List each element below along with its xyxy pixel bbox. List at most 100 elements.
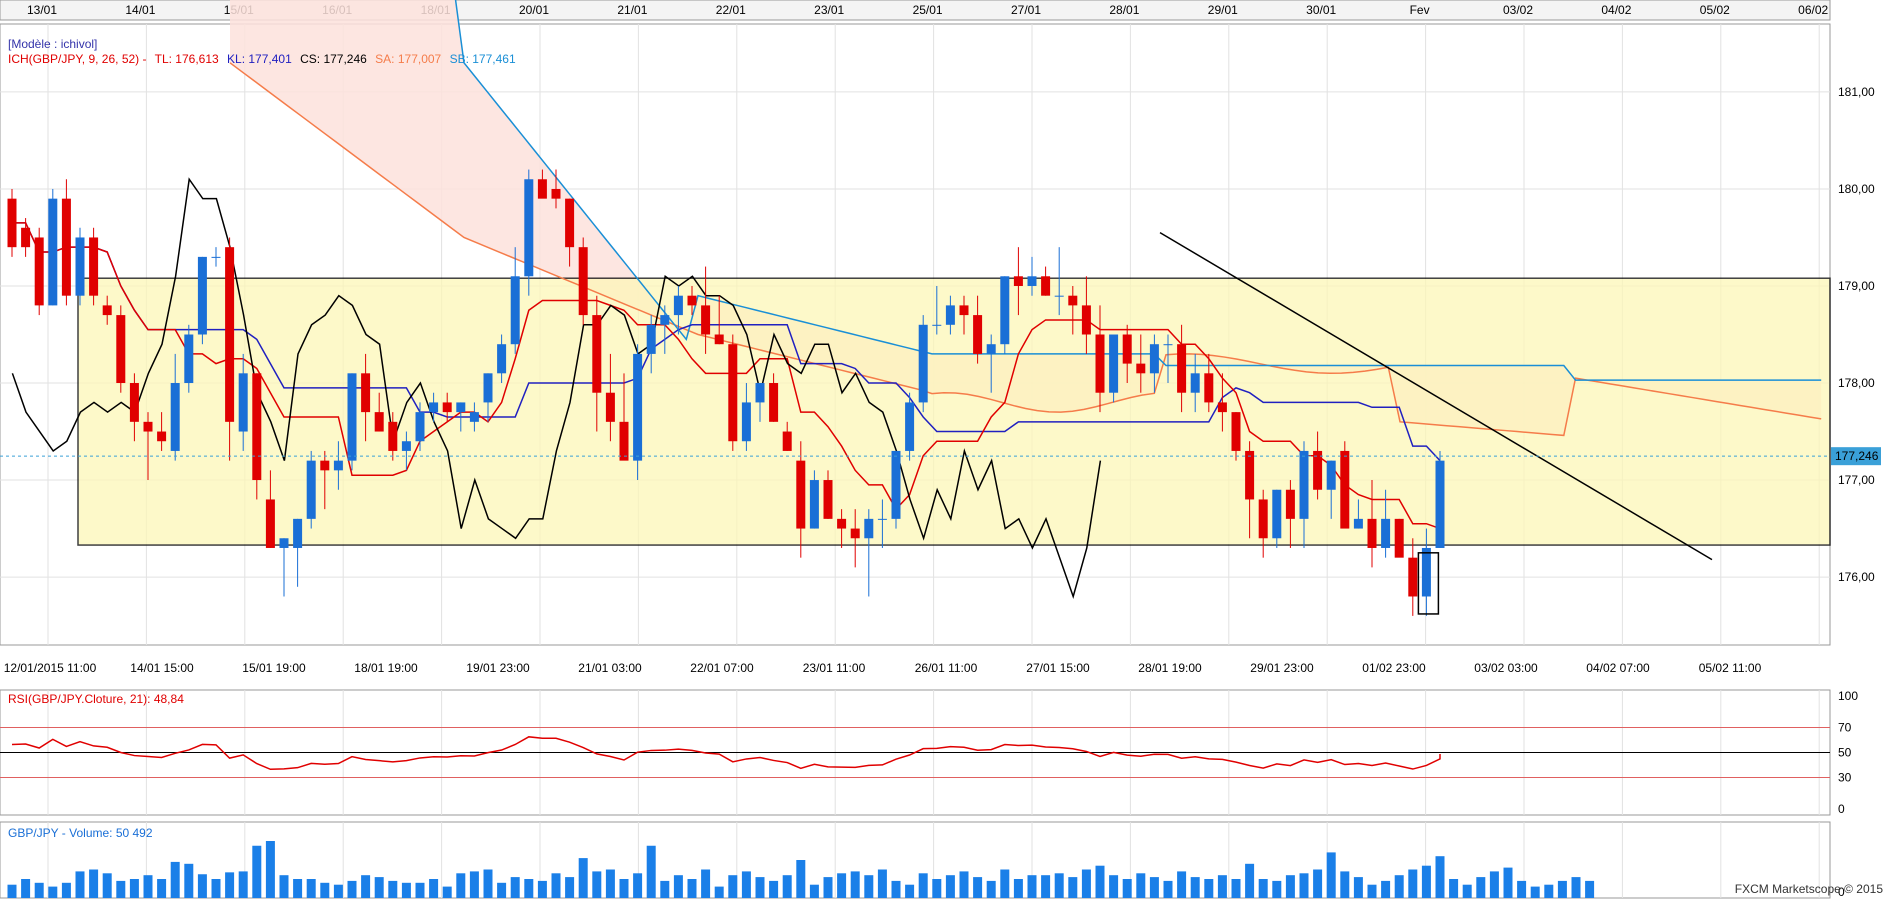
volume-bar — [1177, 871, 1187, 898]
candle-body — [1326, 460, 1336, 490]
volume-bar — [809, 884, 819, 898]
credit-label: FXCM Marketscope © 2015 — [1734, 882, 1883, 896]
candle-body — [497, 344, 507, 374]
volume-bar — [796, 860, 806, 898]
volume-bar — [129, 879, 139, 898]
bottom-date-label: 19/01 23:00 — [466, 661, 530, 675]
candle-body — [837, 518, 847, 529]
volume-bar — [1421, 865, 1431, 898]
bottom-date-label: 28/01 19:00 — [1138, 661, 1202, 675]
volume-bar — [184, 863, 194, 898]
volume-bar — [782, 875, 792, 898]
volume-bar — [225, 872, 235, 898]
candle-body — [320, 460, 330, 471]
candle-body — [1149, 344, 1159, 374]
volume-bar — [673, 875, 683, 898]
candle-body — [1381, 518, 1391, 548]
volume-bar — [619, 879, 629, 898]
y-tick-label: 177,00 — [1838, 473, 1875, 487]
candle-body — [401, 441, 411, 451]
candle-body — [89, 237, 99, 296]
candle-body — [796, 460, 806, 529]
y-tick-label: 179,00 — [1838, 279, 1875, 293]
volume-bar — [306, 879, 316, 898]
candle-body — [1054, 295, 1064, 297]
volume-bar — [21, 879, 31, 898]
volume-bar — [374, 877, 384, 898]
candle-body — [279, 538, 289, 548]
volume-bar — [34, 882, 44, 898]
rsi-axis-label: 70 — [1838, 721, 1852, 735]
volume-bar — [578, 858, 588, 898]
top-date-label: 06/02 — [1798, 3, 1828, 17]
volume-bar — [1544, 884, 1554, 898]
rsi-legend: RSI(GBP/JPY.Cloture, 21): 48,84 — [8, 692, 189, 706]
volume-bar — [469, 871, 479, 898]
candle-body — [646, 324, 656, 354]
volume-bar — [75, 871, 85, 898]
candle-body — [1435, 460, 1445, 548]
candle-body — [293, 518, 303, 548]
top-date-label: 04/02 — [1601, 3, 1631, 17]
top-date-label: 27/01 — [1011, 3, 1041, 17]
volume-bar — [429, 879, 439, 898]
candle-body — [537, 179, 547, 199]
volume-axis-label: 0 — [1838, 885, 1845, 899]
volume-bar — [755, 877, 765, 898]
candle-body — [524, 179, 534, 277]
volume-bar — [1489, 871, 1499, 898]
volume-bar — [347, 880, 357, 898]
volume-bar — [1136, 873, 1146, 898]
top-date-label: 29/01 — [1208, 3, 1238, 17]
bottom-date-label: 15/01 19:00 — [242, 661, 306, 675]
volume-bar — [646, 845, 656, 898]
candle-body — [959, 305, 969, 316]
volume-bar — [1326, 852, 1336, 898]
sb-value: SB: 177,461 — [449, 52, 516, 66]
volume-bar — [333, 884, 343, 898]
highlight-box — [1417, 552, 1440, 615]
candle-body — [48, 198, 58, 306]
volume-bar — [1000, 869, 1010, 898]
candle-body — [211, 256, 221, 258]
candle-body — [129, 383, 139, 422]
candle-body — [864, 518, 874, 539]
volume-bar — [1449, 879, 1459, 898]
volume-bar — [238, 871, 248, 898]
y-tick-label: 178,00 — [1838, 376, 1875, 390]
candle-body — [197, 256, 207, 335]
candle-body — [1190, 373, 1200, 393]
candle-body — [1285, 489, 1295, 519]
volume-bar — [483, 869, 493, 898]
candle-body — [714, 334, 724, 345]
volume-bar — [320, 882, 330, 898]
candle-body — [728, 344, 738, 442]
volume-bar — [837, 873, 847, 898]
bottom-date-label: 29/01 23:00 — [1250, 661, 1314, 675]
candle-body — [170, 383, 180, 451]
candle-body — [1095, 334, 1105, 393]
candle-body — [252, 373, 262, 481]
volume-bar — [728, 875, 738, 898]
y-tick-label: 181,00 — [1838, 85, 1875, 99]
volume-bar — [986, 880, 996, 898]
bottom-date-label: 01/02 23:00 — [1362, 661, 1426, 675]
volume-bar — [605, 869, 615, 898]
volume-bar — [1285, 875, 1295, 898]
volume-bar — [1299, 873, 1309, 898]
candle-body — [673, 295, 683, 316]
candle-body — [973, 315, 983, 354]
model-label: [Modèle : ichivol] — [8, 37, 98, 51]
candle-body — [456, 402, 466, 413]
volume-bar — [1109, 875, 1119, 898]
cs-value: CS: 177,246 — [300, 52, 367, 66]
volume-bar — [1340, 871, 1350, 898]
bottom-date-label: 18/01 19:00 — [354, 661, 418, 675]
volume-bar — [1149, 877, 1159, 898]
volume-bar — [1313, 869, 1323, 898]
volume-bar — [89, 869, 99, 898]
volume-bar — [1517, 880, 1527, 898]
volume-bar — [1571, 877, 1581, 898]
